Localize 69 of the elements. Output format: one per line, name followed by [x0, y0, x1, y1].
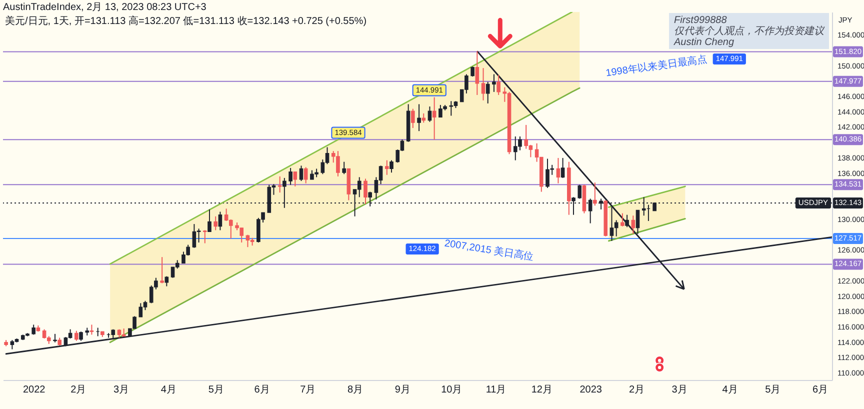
candlestick — [342, 161, 346, 175]
candlestick — [593, 182, 597, 206]
annotation: 1998年以来美日最高点 — [605, 53, 708, 80]
candlestick — [10, 340, 14, 350]
chart-title: AustinTradeIndex, 2月 13, 2023 08:23 UTC+3 — [3, 2, 207, 13]
x-tick-label: 2023 — [580, 384, 602, 396]
candlestick — [364, 178, 368, 205]
x-tick-label: 3月 — [672, 384, 688, 396]
candlestick — [428, 106, 432, 122]
candlestick — [90, 324, 94, 336]
x-tick-label: 3月 — [113, 384, 130, 396]
annotation: 仅代表个人观点，不作为投资建议 — [674, 25, 825, 37]
candlestick — [486, 81, 490, 104]
candlestick — [492, 74, 496, 92]
candlestick — [411, 108, 415, 129]
candlestick — [449, 100, 454, 116]
candlestick — [481, 68, 486, 101]
x-tick-label: 11月 — [486, 384, 506, 396]
x-tick-label: 8月 — [348, 384, 364, 396]
candlestick — [625, 214, 629, 228]
candlestick — [79, 331, 83, 342]
candlestick — [357, 176, 362, 198]
candlestick — [208, 208, 212, 232]
candlestick — [560, 157, 565, 178]
candlestick — [417, 104, 421, 132]
candlestick — [304, 166, 308, 184]
x-tick-label: 6月 — [812, 384, 828, 396]
candlestick — [64, 336, 68, 347]
x-tick-label: 12月 — [531, 384, 552, 396]
candlestick — [202, 230, 207, 244]
candlestick — [620, 212, 624, 227]
candlestick — [299, 165, 304, 182]
candlestick — [32, 324, 36, 336]
candlestick — [192, 224, 196, 248]
x-tick-label: 4月 — [160, 384, 176, 396]
candlestick — [422, 112, 426, 124]
candlestick — [293, 171, 298, 187]
candlestick — [218, 211, 222, 231]
candlestick — [138, 302, 143, 318]
candlestick — [496, 74, 500, 96]
candlestick — [385, 160, 389, 176]
x-tick-label: 7月 — [300, 384, 316, 396]
x-tick-label: 5月 — [208, 384, 224, 396]
candlestick — [246, 234, 250, 248]
candlestick — [432, 96, 436, 140]
candlestick — [74, 330, 78, 342]
x-tick-label: 2月 — [628, 384, 645, 396]
candlestick — [214, 216, 218, 231]
annotation: Austin Cheng — [673, 37, 734, 48]
x-tick-label: 2022 — [22, 384, 46, 396]
candlestick — [390, 160, 394, 174]
candlestick — [614, 220, 618, 237]
x-tick-label: 4月 — [722, 384, 738, 396]
x-tick-label: 6月 — [254, 384, 270, 396]
candlestick — [636, 210, 640, 235]
x-tick-label: 5月 — [765, 384, 781, 396]
candlestick — [288, 167, 292, 186]
candlestick — [470, 66, 474, 78]
candlestick — [475, 50, 480, 96]
x-tick-label: 10月 — [441, 384, 462, 396]
candlestick — [631, 215, 636, 235]
x-tick-label: 9月 — [394, 384, 410, 396]
chart-subtitle: 美元/日元, 1天, 开=131.113 高=132.207 低=131.113 收=132.143 +0.725 (+0.55%) — [5, 15, 367, 27]
candlestick — [160, 256, 164, 284]
candlestick — [556, 157, 560, 184]
candlestick — [578, 184, 582, 200]
annotation: 2007,2015 美日高位 — [444, 237, 535, 264]
annotation: First999888 — [674, 15, 728, 26]
x-tick-label: 2月 — [70, 384, 86, 396]
